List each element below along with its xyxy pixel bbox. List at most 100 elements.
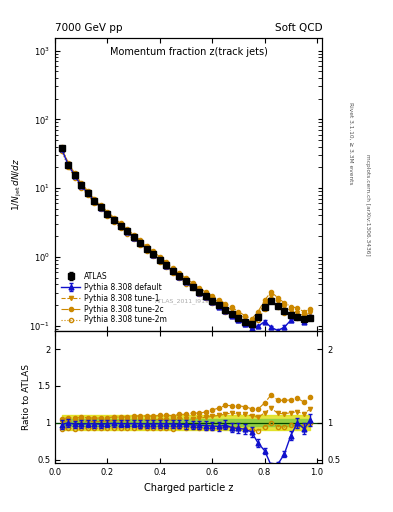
Pythia 8.308 tune-1	[217, 299, 221, 305]
Pythia 8.308 tune-2c	[190, 280, 195, 286]
Pythia 8.308 tune-2m	[151, 253, 156, 260]
Pythia 8.308 tune-1	[190, 282, 195, 288]
Pythia 8.308 tune-2c	[230, 304, 234, 310]
Pythia 8.308 tune-1	[210, 295, 215, 302]
Pythia 8.308 tune-1	[223, 304, 228, 310]
X-axis label: Charged particle z: Charged particle z	[144, 483, 233, 493]
Text: ATLAS_2011_I919017: ATLAS_2011_I919017	[155, 298, 222, 304]
Pythia 8.308 tune-1	[177, 272, 182, 278]
Pythia 8.308 tune-2m	[138, 242, 143, 248]
Pythia 8.308 tune-2m	[262, 306, 267, 312]
Pythia 8.308 tune-2m	[197, 291, 202, 297]
Pythia 8.308 tune-2c	[66, 160, 70, 166]
Pythia 8.308 tune-2c	[275, 295, 280, 301]
Pythia 8.308 tune-2c	[288, 304, 293, 310]
Pythia 8.308 tune-1	[92, 197, 97, 203]
Text: Rivet 3.1.10, ≥ 3.3M events: Rivet 3.1.10, ≥ 3.3M events	[348, 102, 353, 185]
Pythia 8.308 tune-2m	[275, 304, 280, 310]
Pythia 8.308 tune-2c	[184, 275, 188, 281]
Pythia 8.308 tune-2m	[72, 175, 77, 181]
Text: Momentum fraction z(track jets): Momentum fraction z(track jets)	[110, 47, 268, 57]
Pythia 8.308 tune-1	[85, 189, 90, 196]
Legend: ATLAS, Pythia 8.308 default, Pythia 8.308 tune-1, Pythia 8.308 tune-2c, Pythia 8: ATLAS, Pythia 8.308 default, Pythia 8.30…	[59, 269, 169, 327]
Text: 7000 GeV pp: 7000 GeV pp	[55, 23, 123, 33]
Y-axis label: Ratio to ATLAS: Ratio to ATLAS	[22, 364, 31, 430]
Pythia 8.308 tune-2m	[249, 324, 254, 330]
Pythia 8.308 tune-1	[66, 161, 70, 167]
Pythia 8.308 tune-2c	[158, 254, 162, 260]
Pythia 8.308 tune-2c	[59, 144, 64, 150]
Pythia 8.308 tune-1	[125, 227, 129, 233]
Pythia 8.308 tune-1	[301, 313, 306, 319]
Pythia 8.308 tune-2m	[184, 281, 188, 287]
Pythia 8.308 tune-2m	[79, 184, 84, 190]
Pythia 8.308 tune-2m	[269, 298, 274, 305]
Pythia 8.308 tune-1	[112, 216, 116, 222]
Pythia 8.308 tune-1	[256, 311, 261, 317]
Pythia 8.308 tune-2m	[203, 295, 208, 302]
Pythia 8.308 tune-2m	[295, 315, 300, 321]
Pythia 8.308 tune-2c	[118, 220, 123, 226]
Pythia 8.308 tune-1	[158, 255, 162, 262]
Pythia 8.308 tune-2m	[210, 300, 215, 306]
Pythia 8.308 tune-2c	[197, 285, 202, 291]
Pythia 8.308 tune-1	[295, 310, 300, 316]
Pythia 8.308 tune-2c	[105, 208, 110, 215]
Pythia 8.308 tune-1	[236, 311, 241, 317]
Pythia 8.308 tune-2m	[164, 264, 169, 270]
Pythia 8.308 tune-2c	[79, 180, 84, 186]
Pythia 8.308 tune-1	[230, 307, 234, 313]
Pythia 8.308 tune-2m	[236, 317, 241, 324]
Pythia 8.308 tune-2m	[92, 200, 97, 206]
Pythia 8.308 tune-2c	[256, 309, 261, 315]
Line: Pythia 8.308 tune-2c: Pythia 8.308 tune-2c	[59, 144, 312, 321]
Pythia 8.308 tune-2c	[217, 296, 221, 303]
Pythia 8.308 tune-1	[288, 308, 293, 314]
Pythia 8.308 tune-1	[72, 172, 77, 178]
Pythia 8.308 tune-2c	[203, 289, 208, 295]
Pythia 8.308 tune-2c	[112, 215, 116, 221]
Pythia 8.308 tune-2c	[282, 300, 286, 306]
Pythia 8.308 tune-2m	[308, 315, 313, 321]
Pythia 8.308 tune-2m	[131, 236, 136, 242]
Pythia 8.308 tune-1	[269, 293, 274, 299]
Pythia 8.308 tune-2m	[288, 313, 293, 319]
Pythia 8.308 tune-2m	[118, 225, 123, 231]
Pythia 8.308 tune-2m	[301, 317, 306, 324]
Pythia 8.308 tune-2m	[125, 230, 129, 237]
Pythia 8.308 tune-2c	[164, 259, 169, 265]
Pythia 8.308 tune-2c	[269, 289, 274, 295]
Pythia 8.308 tune-1	[164, 261, 169, 267]
Pythia 8.308 tune-2c	[177, 270, 182, 276]
Pythia 8.308 tune-2c	[210, 293, 215, 299]
Pythia 8.308 tune-1	[282, 304, 286, 310]
Pythia 8.308 tune-1	[151, 250, 156, 256]
Pythia 8.308 tune-1	[262, 301, 267, 307]
Pythia 8.308 tune-1	[59, 145, 64, 151]
Pythia 8.308 tune-1	[275, 299, 280, 305]
Pythia 8.308 tune-1	[184, 277, 188, 283]
Pythia 8.308 tune-1	[118, 222, 123, 228]
Pythia 8.308 tune-2m	[171, 270, 175, 276]
Pythia 8.308 tune-2c	[262, 297, 267, 303]
Pythia 8.308 tune-2m	[158, 259, 162, 265]
Pythia 8.308 tune-2c	[223, 301, 228, 307]
Pythia 8.308 tune-2m	[112, 219, 116, 225]
Text: Soft QCD: Soft QCD	[275, 23, 322, 33]
Pythia 8.308 tune-1	[131, 233, 136, 239]
Pythia 8.308 tune-1	[105, 210, 110, 216]
Pythia 8.308 tune-2m	[59, 147, 64, 154]
Pythia 8.308 tune-2c	[125, 226, 129, 232]
Pythia 8.308 tune-2c	[301, 309, 306, 315]
Pythia 8.308 tune-2c	[242, 313, 247, 319]
Y-axis label: $1/N_\mathrm{jet}\,dN/dz$: $1/N_\mathrm{jet}\,dN/dz$	[11, 158, 24, 211]
Pythia 8.308 tune-2c	[171, 265, 175, 271]
Pythia 8.308 tune-2c	[249, 316, 254, 322]
Pythia 8.308 tune-2c	[72, 170, 77, 176]
Pythia 8.308 tune-2c	[92, 196, 97, 202]
Pythia 8.308 tune-2m	[105, 213, 110, 219]
Pythia 8.308 tune-1	[144, 244, 149, 250]
Pythia 8.308 tune-2c	[131, 231, 136, 238]
Pythia 8.308 tune-2m	[144, 248, 149, 254]
Pythia 8.308 tune-1	[138, 239, 143, 245]
